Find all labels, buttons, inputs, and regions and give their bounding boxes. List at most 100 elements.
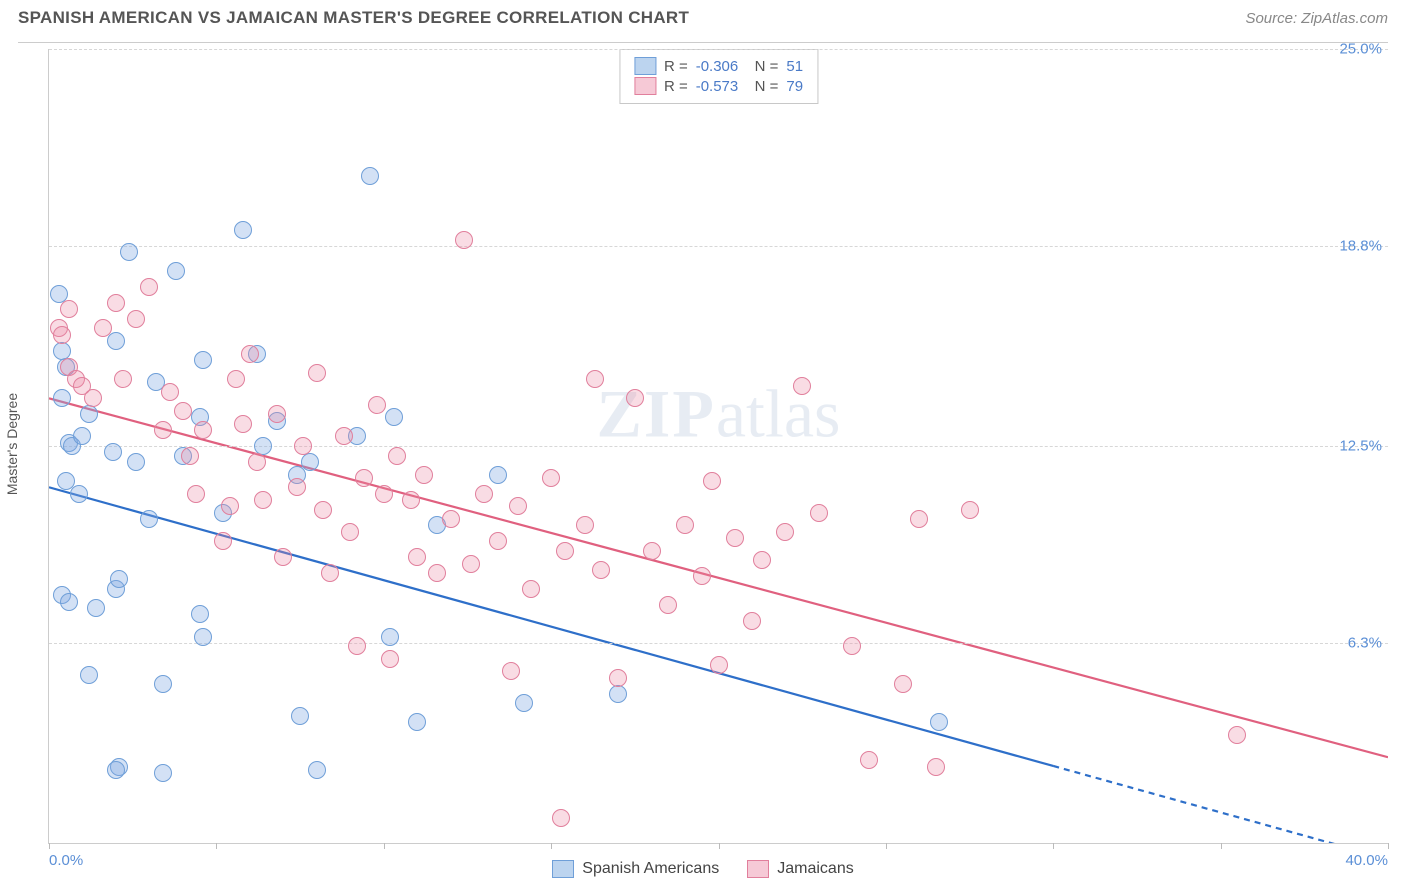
data-point	[693, 567, 711, 585]
data-point	[50, 285, 68, 303]
data-point	[84, 389, 102, 407]
plot-region: ZIPatlas R = -0.306 N = 51 R = -0.573 N …	[48, 49, 1388, 844]
data-point	[254, 491, 272, 509]
data-point	[308, 364, 326, 382]
data-point	[291, 707, 309, 725]
data-point	[910, 510, 928, 528]
data-point	[375, 485, 393, 503]
data-point	[860, 751, 878, 769]
data-point	[234, 221, 252, 239]
data-point	[455, 231, 473, 249]
stats-row-1: R = -0.306 N = 51	[634, 57, 803, 75]
data-point	[114, 370, 132, 388]
data-point	[381, 650, 399, 668]
data-point	[428, 564, 446, 582]
data-point	[710, 656, 728, 674]
data-point	[227, 370, 245, 388]
y-tick-label: 6.3%	[1348, 634, 1382, 651]
swatch-blue	[552, 860, 574, 878]
stats-r-value-1: -0.306	[696, 58, 739, 75]
data-point	[80, 666, 98, 684]
data-point	[502, 662, 520, 680]
data-point	[187, 485, 205, 503]
data-point	[53, 326, 71, 344]
gridline	[49, 643, 1388, 644]
data-point	[120, 243, 138, 261]
stats-n-value-2: 79	[786, 78, 803, 95]
data-point	[167, 262, 185, 280]
data-point	[104, 443, 122, 461]
chart-title: SPANISH AMERICAN VS JAMAICAN MASTER'S DE…	[18, 8, 689, 28]
data-point	[127, 453, 145, 471]
legend-label: Jamaicans	[777, 860, 853, 878]
data-point	[140, 510, 158, 528]
swatch-blue	[634, 57, 656, 75]
data-point	[415, 466, 433, 484]
data-point	[515, 694, 533, 712]
legend-label: Spanish Americans	[582, 860, 719, 878]
data-point	[556, 542, 574, 560]
data-point	[154, 421, 172, 439]
data-point	[248, 453, 266, 471]
x-tick	[384, 843, 385, 849]
data-point	[241, 345, 259, 363]
data-point	[609, 685, 627, 703]
data-point	[489, 466, 507, 484]
data-point	[726, 529, 744, 547]
data-point	[576, 516, 594, 534]
bottom-legend: Spanish Americans Jamaicans	[0, 860, 1406, 878]
data-point	[489, 532, 507, 550]
stats-row-2: R = -0.573 N = 79	[634, 77, 803, 95]
x-tick	[1053, 843, 1054, 849]
data-point	[776, 523, 794, 541]
data-point	[402, 491, 420, 509]
data-point	[194, 628, 212, 646]
data-point	[542, 469, 560, 487]
data-point	[586, 370, 604, 388]
data-point	[154, 675, 172, 693]
x-tick	[1388, 843, 1389, 849]
data-point	[753, 551, 771, 569]
data-point	[73, 427, 91, 445]
data-point	[609, 669, 627, 687]
chart-area: Master's Degree ZIPatlas R = -0.306 N = …	[18, 42, 1388, 844]
data-point	[161, 383, 179, 401]
data-point	[294, 437, 312, 455]
data-point	[475, 485, 493, 503]
data-point	[592, 561, 610, 579]
data-point	[194, 421, 212, 439]
data-point	[60, 593, 78, 611]
source-label: Source: ZipAtlas.com	[1245, 10, 1388, 27]
data-point	[94, 319, 112, 337]
data-point	[552, 809, 570, 827]
data-point	[288, 478, 306, 496]
data-point	[70, 485, 88, 503]
data-point	[107, 761, 125, 779]
data-point	[509, 497, 527, 515]
data-point	[368, 396, 386, 414]
data-point	[676, 516, 694, 534]
data-point	[191, 605, 209, 623]
data-point	[1228, 726, 1246, 744]
stats-r-label: R =	[664, 58, 688, 75]
data-point	[154, 764, 172, 782]
data-point	[214, 532, 232, 550]
data-point	[381, 628, 399, 646]
data-point	[793, 377, 811, 395]
data-point	[643, 542, 661, 560]
x-tick	[49, 843, 50, 849]
x-tick	[551, 843, 552, 849]
data-point	[140, 278, 158, 296]
data-point	[462, 555, 480, 573]
stats-n-value-1: 51	[786, 58, 803, 75]
y-tick-label: 18.8%	[1339, 237, 1382, 254]
data-point	[174, 402, 192, 420]
data-point	[335, 427, 353, 445]
data-point	[321, 564, 339, 582]
stats-r-label: R =	[664, 78, 688, 95]
x-tick	[886, 843, 887, 849]
gridline	[49, 246, 1388, 247]
data-point	[348, 637, 366, 655]
gridline	[49, 49, 1388, 50]
y-tick-label: 25.0%	[1339, 41, 1382, 58]
